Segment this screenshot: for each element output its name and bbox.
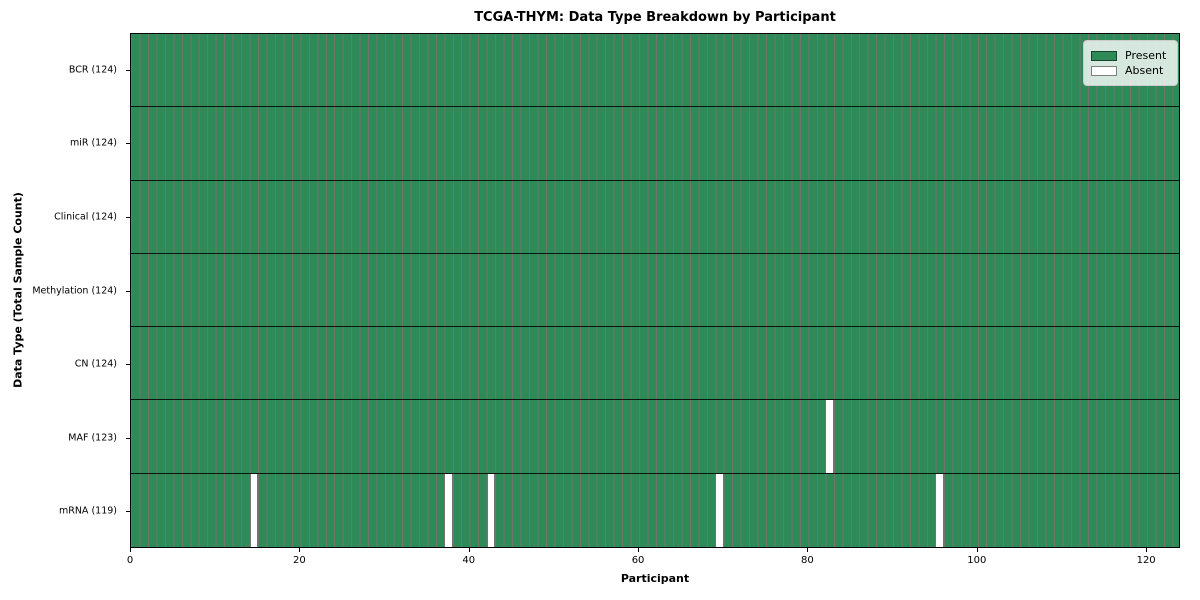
y-tick-label-Clinical: Clinical (124) [54, 211, 117, 223]
y-tick-label-BCR: BCR (124) [68, 64, 117, 76]
y-tick-mark [126, 511, 130, 513]
y-tick-mark [126, 216, 130, 218]
absent-cell-MAF-82 [825, 400, 834, 473]
x-tick-mark [1146, 548, 1148, 552]
x-tick-label-80: 80 [801, 555, 814, 566]
heatmap-row-BCR [131, 34, 1179, 108]
y-tick-label-Methylation: Methylation (124) [32, 285, 117, 296]
y-axis-label: Data Type (Total Sample Count) [11, 192, 25, 388]
x-tick-label-20: 20 [292, 555, 306, 566]
legend-entry-present: Present [1091, 49, 1169, 62]
y-tick-label-MAF: MAF (123) [68, 432, 117, 444]
x-tick-mark [130, 548, 131, 552]
heatmap-row-mRNA [131, 473, 1179, 547]
heatmap-row-CN [131, 327, 1179, 401]
x-tick-label-120: 120 [1136, 555, 1156, 566]
legend-label: Absent [1125, 64, 1164, 77]
x-tick-mark [638, 548, 640, 552]
x-tick-label-40: 40 [462, 555, 476, 566]
absent-cell-mRNA-95 [935, 473, 944, 547]
legend: Present Absent [1083, 40, 1178, 86]
heatmap-plot-area [130, 33, 1180, 548]
y-tick-mark [126, 290, 130, 292]
heatmap-row-Clinical [131, 180, 1179, 254]
x-tick-mark [807, 548, 809, 552]
present-swatch-icon [1091, 50, 1117, 61]
absent-cell-mRNA-14 [249, 473, 258, 547]
heatmap-row-MAF [131, 400, 1179, 474]
heatmap-row-Methylation [131, 253, 1179, 328]
chart-title: TCGA-THYM: Data Type Breakdown by Partic… [474, 10, 836, 25]
heatmap-row-miR [131, 107, 1179, 181]
legend-entry-absent: Absent [1091, 64, 1169, 77]
x-tick-mark [299, 548, 301, 552]
absent-cell-mRNA-42 [486, 473, 496, 547]
y-tick-label-miR: miR (124) [69, 137, 117, 149]
absent-swatch-icon [1091, 65, 1117, 76]
x-tick-label-0: 0 [126, 555, 134, 566]
legend-label: Present [1125, 49, 1167, 62]
absent-cell-mRNA-69 [715, 473, 724, 547]
y-tick-mark [126, 143, 130, 145]
y-tick-label-CN: CN (124) [74, 358, 117, 370]
y-tick-mark [126, 69, 130, 71]
y-tick-mark [126, 437, 130, 439]
x-tick-mark [468, 548, 470, 552]
y-tick-label-mRNA: mRNA (119) [58, 505, 117, 517]
x-tick-label-100: 100 [967, 555, 987, 566]
x-tick-label-60: 60 [631, 555, 645, 566]
absent-cell-mRNA-37 [444, 473, 453, 547]
x-tick-mark [976, 548, 978, 552]
x-axis-label: Participant [620, 572, 690, 585]
y-tick-mark [126, 364, 130, 366]
